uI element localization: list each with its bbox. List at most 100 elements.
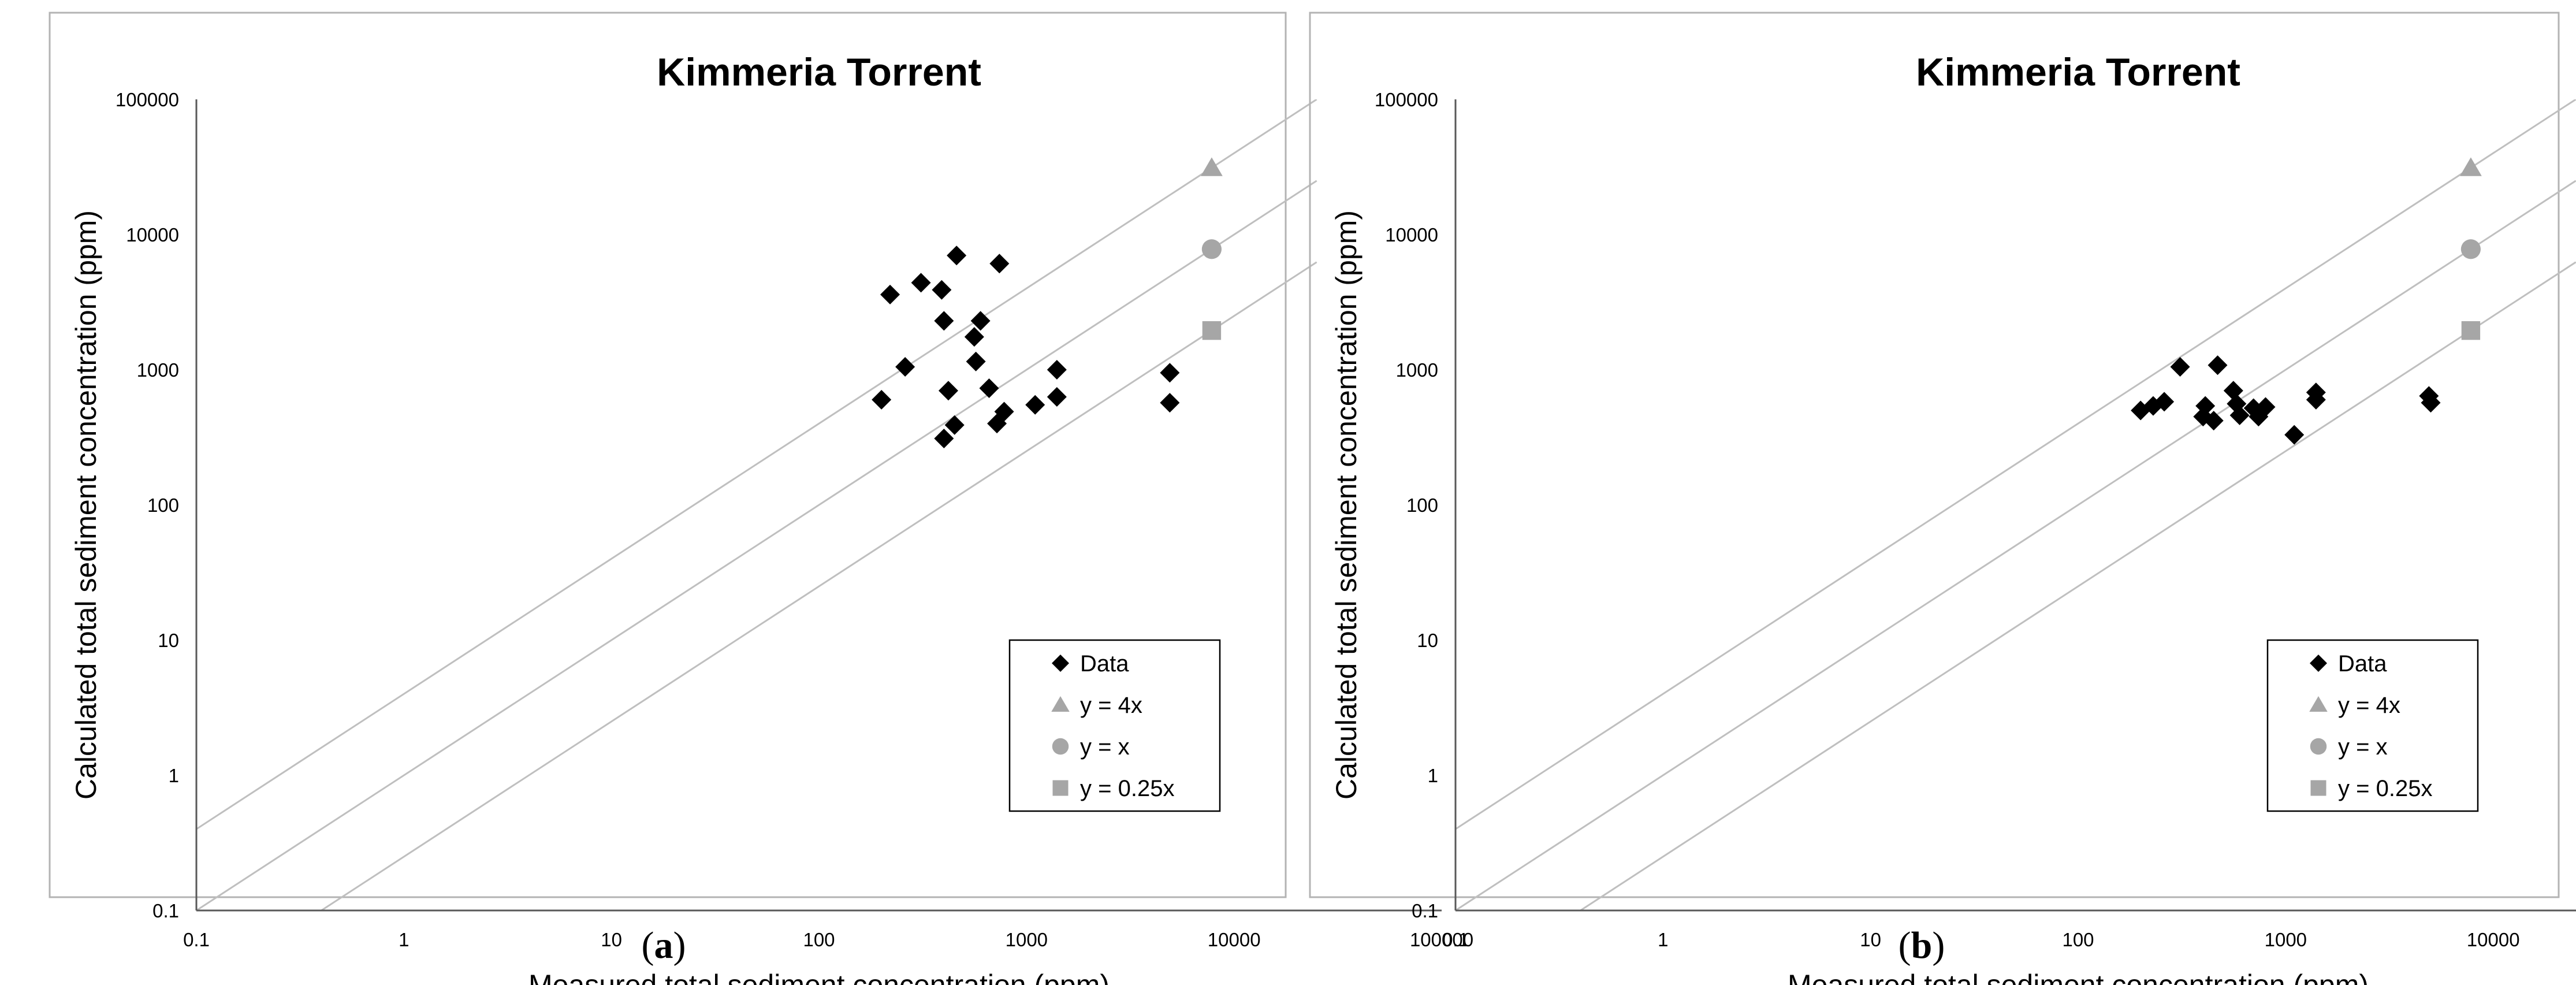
- y-tick-label: 100000: [116, 89, 179, 110]
- legend-marker: [1052, 738, 1069, 755]
- chart-title: Kimmeria Torrent: [657, 50, 981, 94]
- ref-marker-4x: [1200, 157, 1223, 176]
- data-point: [2154, 392, 2175, 412]
- data-point: [880, 284, 900, 304]
- y-tick-label: 0.1: [1412, 900, 1438, 921]
- data-point: [938, 381, 958, 401]
- legend-marker: [1052, 780, 1069, 796]
- data-point: [1047, 386, 1067, 407]
- ref-marker-025x: [1202, 321, 1222, 340]
- data-point: [970, 311, 991, 331]
- x-tick-label: 1000: [1006, 929, 1048, 950]
- data-point: [911, 273, 931, 293]
- data-point: [2284, 425, 2305, 445]
- data-point: [932, 280, 952, 300]
- chart-title: Kimmeria Torrent: [1916, 50, 2240, 94]
- y-tick-label: 0.1: [152, 900, 179, 921]
- data-point: [994, 402, 1014, 422]
- x-tick-label: 10000: [1208, 929, 1261, 950]
- legend: Data y = 4x y = x y = 0.25x: [1008, 639, 1221, 812]
- legend-label: Data: [1080, 651, 1129, 677]
- y-tick-label: 10000: [1385, 224, 1438, 246]
- reference-line-1: [196, 99, 1317, 830]
- data-point: [2306, 389, 2326, 410]
- data-point: [989, 254, 1010, 274]
- legend-marker: [2310, 780, 2326, 796]
- legend-marker: [2309, 696, 2328, 712]
- y-tick-label: 1000: [1396, 359, 1438, 381]
- ref-marker-1x: [1201, 239, 1222, 259]
- reference-line-2: [1455, 180, 2576, 910]
- data-point: [2421, 393, 2441, 413]
- data-point: [947, 246, 967, 266]
- panel-caption: (a): [642, 924, 686, 967]
- data-point: [944, 415, 965, 435]
- data-point: [979, 378, 999, 398]
- legend-marker: [1052, 655, 1069, 672]
- legend-marker: [2310, 738, 2327, 755]
- data-point: [964, 327, 984, 347]
- x-tick-label: 100: [2062, 929, 2094, 950]
- data-point: [1025, 395, 1045, 415]
- y-tick-label: 10000: [126, 224, 179, 246]
- x-axis-label: Measured total sediment concentration (p…: [1788, 969, 2369, 985]
- y-tick-label: 1: [1428, 765, 1438, 786]
- x-tick-label: 1000: [2265, 929, 2307, 950]
- legend-marker: [1051, 696, 1070, 712]
- legend-box: [2266, 639, 2479, 812]
- legend-label: y = x: [2338, 734, 2388, 760]
- data-point: [2195, 396, 2216, 416]
- legend: Data y = 4x y = x y = 0.25x: [2266, 639, 2479, 812]
- ref-marker-4x: [2459, 157, 2482, 176]
- y-tick-label: 1: [169, 765, 179, 786]
- data-point: [2170, 357, 2190, 377]
- x-tick-label: 10: [1860, 929, 1881, 950]
- ref-marker-1x: [2460, 239, 2481, 259]
- data-point: [1160, 363, 1180, 383]
- x-tick-label: 0.1: [1442, 929, 1469, 950]
- data-point: [895, 357, 915, 377]
- y-tick-label: 1000: [137, 359, 179, 381]
- x-axis-label: Measured total sediment concentration (p…: [528, 969, 1110, 985]
- legend-label: y = x: [1080, 734, 1130, 760]
- legend-label: y = 0.25x: [2338, 776, 2432, 801]
- data-point: [2203, 411, 2224, 431]
- legend-label: Data: [2338, 651, 2387, 677]
- chart-frame: [1309, 12, 2560, 898]
- data-point: [2208, 355, 2228, 376]
- data-point: [2223, 381, 2243, 401]
- legend-label: y = 0.25x: [1080, 776, 1174, 801]
- x-tick-label: 100000: [1410, 929, 1473, 950]
- x-tick-label: 10: [601, 929, 622, 950]
- y-tick-label: 100: [147, 495, 179, 516]
- y-tick-label: 10: [158, 630, 179, 651]
- legend-box: [1008, 639, 1221, 812]
- x-tick-label: 100: [803, 929, 835, 950]
- y-axis-label: Calculated total sediment concentration …: [1330, 210, 1363, 800]
- reference-line-3: [321, 261, 1317, 910]
- chart-frame: [49, 12, 1287, 898]
- data-point: [2229, 405, 2250, 425]
- legend-marker: [2310, 655, 2327, 672]
- reference-line-2: [196, 180, 1317, 910]
- x-tick-label: 1: [399, 929, 409, 950]
- chart-panel-a: 0.1 1 10 100 1000 10000 1000000.11101001000100…: [49, 12, 1473, 985]
- data-point: [1047, 360, 1067, 380]
- x-tick-label: 0.1: [183, 929, 210, 950]
- data-point: [966, 351, 986, 371]
- data-point: [872, 389, 892, 410]
- x-tick-label: 10000: [2467, 929, 2520, 950]
- y-tick-label: 100: [1406, 495, 1438, 516]
- data-point: [934, 311, 954, 331]
- legend-label: y = 4x: [1080, 693, 1142, 718]
- reference-line-1: [1455, 99, 2576, 830]
- y-tick-label: 100000: [1375, 89, 1438, 110]
- data-point: [2255, 397, 2276, 417]
- y-axis-label: Calculated total sediment concentration …: [70, 210, 102, 800]
- data-point: [934, 429, 954, 449]
- y-tick-label: 10: [1417, 630, 1438, 651]
- panel-caption: (b): [1899, 924, 1945, 967]
- legend-label: y = 4x: [2338, 693, 2400, 718]
- ref-marker-025x: [2461, 321, 2481, 340]
